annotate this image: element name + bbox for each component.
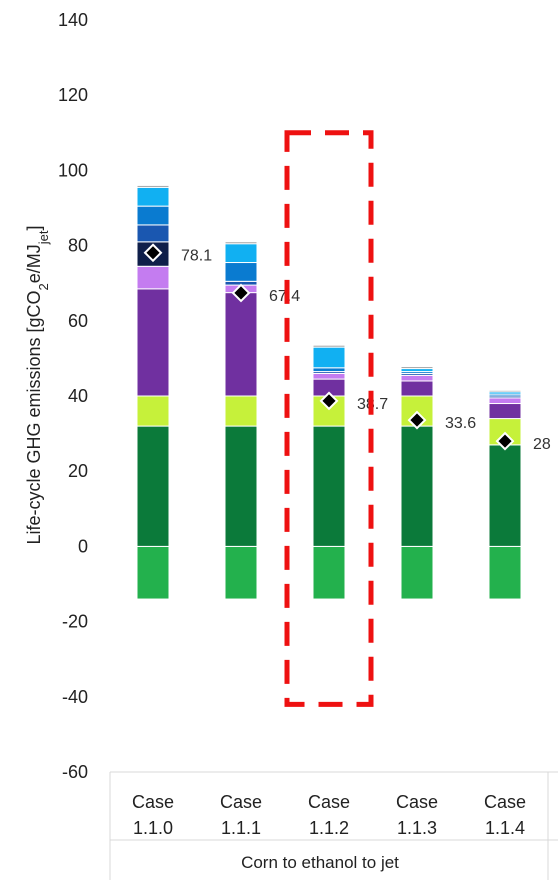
category-label-line2: 1.1.0 bbox=[133, 818, 173, 838]
y-axis-ticks: -60 -40 -20 0 20 40 60 80 100 120 140 bbox=[58, 10, 88, 782]
net-value-marker bbox=[231, 283, 251, 303]
bar-segment bbox=[312, 545, 346, 600]
y-tick-label: 80 bbox=[68, 236, 88, 256]
net-value-marker bbox=[319, 391, 339, 411]
group-label: Corn to ethanol to jet bbox=[241, 853, 399, 872]
category-label-line1: Case bbox=[220, 792, 262, 812]
y-tick-label: -40 bbox=[62, 687, 88, 707]
bar-segment bbox=[136, 205, 170, 226]
y-tick-label: 0 bbox=[78, 536, 88, 556]
bar-segment bbox=[400, 425, 434, 547]
bar-segment bbox=[136, 265, 170, 290]
bar-segment bbox=[488, 545, 522, 600]
y-tick-label: 40 bbox=[68, 386, 88, 406]
category-label-line1: Case bbox=[396, 792, 438, 812]
bar-segment bbox=[488, 403, 522, 420]
bar-segment bbox=[312, 367, 346, 373]
y-tick-label: 100 bbox=[58, 160, 88, 180]
bar-segment bbox=[400, 374, 434, 382]
bar-segment bbox=[224, 545, 258, 600]
net-markers: 78.167.438.733.628 bbox=[143, 243, 551, 453]
category-label-line2: 1.1.4 bbox=[485, 818, 525, 838]
y-tick-label: -20 bbox=[62, 612, 88, 632]
bar-segment bbox=[312, 425, 346, 547]
bar-segment bbox=[224, 241, 258, 245]
net-value-label: 33.6 bbox=[445, 415, 476, 432]
category-label-line2: 1.1.3 bbox=[397, 818, 437, 838]
net-value-marker bbox=[143, 243, 163, 263]
bar-segment bbox=[136, 288, 170, 397]
bar-segment bbox=[400, 380, 434, 397]
y-tick-label: 120 bbox=[58, 85, 88, 105]
y-tick-label: -60 bbox=[62, 762, 88, 782]
net-value-marker bbox=[407, 410, 427, 430]
category-label-line2: 1.1.2 bbox=[309, 818, 349, 838]
bar-segment bbox=[224, 292, 258, 397]
bar-segment bbox=[136, 545, 170, 600]
category-label-line1: Case bbox=[484, 792, 526, 812]
bars bbox=[136, 184, 522, 600]
highlight-box bbox=[284, 130, 374, 707]
category-label-line2: 1.1.1 bbox=[221, 818, 261, 838]
bar-segment bbox=[400, 366, 434, 370]
category-label-line1: Case bbox=[132, 792, 174, 812]
bar-segment bbox=[400, 545, 434, 600]
y-tick-label: 140 bbox=[58, 10, 88, 30]
y-tick-label: 60 bbox=[68, 311, 88, 331]
category-label-line1: Case bbox=[308, 792, 350, 812]
bar-segment bbox=[224, 425, 258, 547]
y-axis-label: Life-cycle GHG emissions [gCO2e/MJjet] bbox=[24, 225, 51, 544]
bar-segment bbox=[136, 395, 170, 427]
bar-segment bbox=[136, 184, 170, 188]
bar-segment bbox=[488, 444, 522, 547]
bar-segment bbox=[312, 346, 346, 369]
net-value-label: 28 bbox=[533, 436, 551, 453]
bar-segment bbox=[136, 425, 170, 547]
bar-segment bbox=[488, 389, 522, 393]
bar-segment bbox=[488, 397, 522, 405]
bar-segment bbox=[224, 262, 258, 282]
bar-segment bbox=[224, 395, 258, 427]
y-tick-label: 20 bbox=[68, 461, 88, 481]
net-value-marker bbox=[495, 431, 515, 451]
highlight-rectangle bbox=[284, 130, 374, 707]
bar-segment bbox=[136, 186, 170, 207]
x-axis-area: Case 1.1.0 Case 1.1.1 Case 1.1.2 Case 1.1.3 Case… bbox=[109, 771, 558, 880]
net-value-label: 78.1 bbox=[181, 248, 212, 265]
bar-segment bbox=[312, 372, 346, 380]
bar-segment bbox=[224, 243, 258, 264]
bar-segment bbox=[136, 224, 170, 243]
bar-segment bbox=[312, 344, 346, 348]
